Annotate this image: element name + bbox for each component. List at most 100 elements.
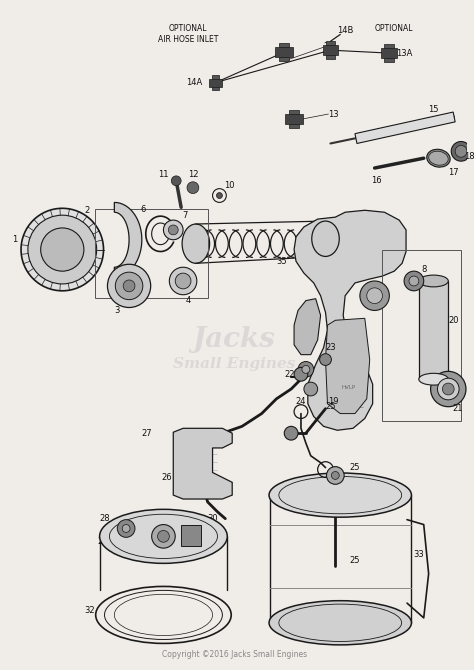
Bar [323,46,338,55]
Circle shape [451,141,471,161]
Bar [209,78,222,86]
Circle shape [108,264,151,308]
Polygon shape [114,202,142,277]
Circle shape [169,267,197,295]
Text: 16: 16 [371,176,382,186]
Text: Small Engines: Small Engines [173,358,295,371]
Bar [279,44,289,47]
Ellipse shape [100,509,228,563]
Bar [419,281,448,379]
Bar [384,58,394,62]
Circle shape [28,215,97,284]
Text: 10: 10 [224,181,235,190]
Ellipse shape [419,373,448,385]
Text: 23: 23 [325,343,336,352]
Text: HVLP: HVLP [341,385,355,390]
Circle shape [168,225,178,234]
Text: 15: 15 [428,105,439,114]
Bar [326,42,335,46]
Bar [211,75,219,78]
Bar [326,55,335,59]
Circle shape [455,145,467,157]
Bar [285,114,303,124]
Polygon shape [294,299,320,354]
Text: 13: 13 [328,109,339,119]
Circle shape [298,362,314,377]
Circle shape [442,383,454,395]
Bar [384,44,394,48]
Text: 7: 7 [182,210,188,220]
Text: Jacks: Jacks [193,326,275,353]
Text: 20: 20 [448,316,458,325]
Text: 19: 19 [328,397,338,406]
Text: 26: 26 [161,473,172,482]
Text: 2: 2 [84,206,90,215]
Circle shape [302,365,310,373]
Text: 11: 11 [158,170,169,180]
Circle shape [367,288,383,304]
Polygon shape [294,210,406,430]
Bar [383,249,461,421]
Text: Copyright ©2016 Jacks Small Engines: Copyright ©2016 Jacks Small Engines [162,650,307,659]
Text: 8: 8 [215,527,220,536]
Bar [95,209,208,297]
Circle shape [409,276,419,286]
Circle shape [304,382,318,396]
Text: 30: 30 [207,514,218,523]
Text: 21: 21 [453,404,464,413]
Text: 6: 6 [140,205,146,214]
Circle shape [438,379,459,400]
Text: 17: 17 [448,168,458,178]
Circle shape [430,371,466,407]
Circle shape [175,273,191,289]
Circle shape [122,525,130,533]
Text: 33: 33 [413,549,424,559]
Circle shape [115,272,143,299]
Text: 29: 29 [97,537,108,546]
Text: 14B: 14B [337,26,353,35]
Bar [289,110,299,114]
Text: 24: 24 [296,397,306,406]
Text: 13A: 13A [396,49,412,58]
Circle shape [152,525,175,548]
Circle shape [217,192,222,198]
Text: 25: 25 [350,556,360,565]
Text: 4: 4 [185,296,191,305]
Text: 8: 8 [421,265,427,273]
Text: 1: 1 [12,235,18,245]
Polygon shape [326,318,370,413]
Text: OPTIONAL
AIR HOSE INLET: OPTIONAL AIR HOSE INLET [158,23,218,44]
Circle shape [164,220,183,240]
Ellipse shape [428,151,448,165]
Circle shape [294,367,308,381]
Text: 35: 35 [276,257,287,266]
Circle shape [117,520,135,537]
Circle shape [187,182,199,194]
Bar [275,47,293,57]
Bar [181,525,201,546]
Circle shape [404,271,424,291]
Text: 22: 22 [284,370,294,379]
Text: 12: 12 [188,170,198,180]
Ellipse shape [182,224,210,263]
Ellipse shape [419,275,448,287]
Circle shape [41,228,84,271]
Text: 25: 25 [350,463,360,472]
Circle shape [284,426,298,440]
Text: OPTIONAL: OPTIONAL [375,23,413,33]
Text: 3: 3 [115,306,120,315]
Text: 14A: 14A [186,78,202,87]
Text: 21: 21 [323,42,334,51]
Circle shape [360,281,389,310]
Polygon shape [355,112,455,143]
Bar [289,124,299,128]
Circle shape [171,176,181,186]
Ellipse shape [427,149,450,167]
Circle shape [327,466,344,484]
Polygon shape [173,428,232,499]
Circle shape [319,354,331,365]
Text: 18: 18 [464,151,474,161]
Bar [211,86,219,90]
Ellipse shape [312,221,339,257]
Text: 27: 27 [141,429,152,438]
